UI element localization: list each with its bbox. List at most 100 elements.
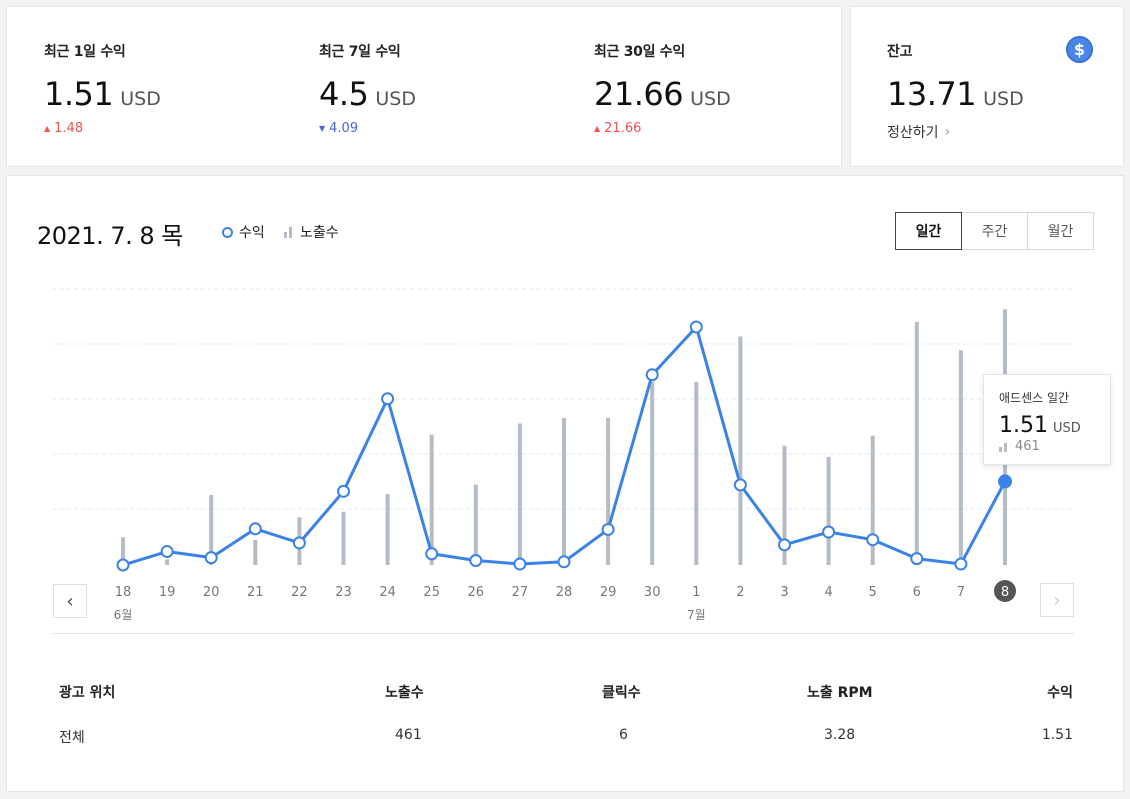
stat-change-value: 21.66	[604, 121, 642, 136]
x-tick-label: 2	[736, 585, 744, 600]
table-header-placement: 광고 위치	[59, 685, 116, 701]
chevron-right-icon: ›	[944, 124, 951, 140]
dollar-icon[interactable]: $	[1066, 36, 1093, 63]
impression-bar	[209, 495, 214, 565]
impression-bar	[121, 537, 125, 565]
tooltip-unit: USD	[1052, 421, 1081, 436]
caret-up-icon: ▲	[594, 124, 601, 133]
revenue-point	[601, 522, 615, 536]
stat-label: 최근 7일 수익	[319, 44, 401, 60]
stat-change: ▼ 4.09	[319, 121, 416, 136]
stat-value: 21.66	[594, 75, 684, 113]
chart-tooltip: 애드센스 일간 1.51 USD 461	[983, 374, 1111, 465]
stat-unit: USD	[375, 88, 416, 110]
chevron-right-icon: ›	[1053, 589, 1061, 611]
bar-marker-icon	[999, 441, 1009, 452]
x-tick-label: 6	[913, 585, 921, 600]
tab-daily[interactable]: 일간	[895, 212, 962, 250]
impression-bar	[738, 336, 743, 565]
impression-bar	[650, 381, 655, 565]
chart-card: 2021. 7. 8 목 수익 노출수 일간 주간 월간 18 19 20 21 22 2…	[6, 175, 1124, 792]
x-tick-label: 29	[600, 585, 617, 600]
impression-bar	[429, 434, 434, 565]
x-tick-label: 21	[247, 585, 264, 600]
impression-bar	[958, 350, 963, 565]
circle-marker-icon	[222, 226, 233, 238]
table-cell-revenue: 1.51	[1041, 727, 1073, 743]
stat-label: 최근 1일 수익	[44, 44, 126, 60]
balance-value: 13.71	[887, 75, 977, 113]
stat-change: ▲ 21.66	[594, 121, 731, 136]
impression-bar	[782, 445, 787, 565]
revenue-point	[866, 533, 880, 547]
table-header-impressions: 노출수	[385, 685, 424, 701]
legend-impressions: 노출수	[284, 222, 339, 242]
x-tick-label: 5	[869, 585, 877, 600]
impression-bar	[694, 381, 699, 565]
x-tick-label: 30	[644, 585, 661, 600]
revenue-point	[248, 522, 262, 536]
x-tick-label: 27	[512, 585, 529, 600]
revenue-point	[689, 320, 703, 334]
table-cell-placement: 전체	[59, 730, 85, 746]
table-cell-impressions: 461	[395, 727, 422, 743]
revenue-point	[910, 552, 924, 566]
x-tick-label: 26	[468, 585, 485, 600]
x-tick-label: 24	[379, 585, 396, 600]
x-tick-label: 22	[291, 585, 308, 600]
impression-bar	[473, 484, 478, 565]
table-cell-rpm: 3.28	[824, 727, 856, 743]
stat-value: 1.51	[44, 75, 114, 113]
revenue-point	[116, 558, 130, 572]
impression-bar	[914, 322, 919, 565]
tooltip-impressions-value: 461	[1015, 439, 1040, 454]
impression-bar	[517, 423, 522, 565]
stat-change-value: 1.48	[54, 121, 84, 136]
x-tick-label: 23	[335, 585, 352, 600]
revenue-point	[645, 368, 659, 382]
stat-unit: USD	[120, 88, 161, 110]
month-label: 7월	[687, 608, 706, 622]
bar-marker-icon	[284, 226, 294, 238]
settle-label: 정산하기	[887, 125, 939, 141]
x-tick-label: 8	[1001, 585, 1009, 600]
table-cell-clicks: 6	[619, 727, 628, 743]
selected-date-marker	[994, 580, 1016, 602]
x-tick-label: 7	[957, 585, 965, 600]
revenue-point	[513, 557, 527, 571]
chart-date-title: 2021. 7. 8 목	[37, 222, 183, 250]
table-header-clicks: 클릭수	[602, 685, 641, 701]
stat-value: 4.5	[319, 75, 369, 113]
revenue-point	[425, 547, 439, 561]
revenue-point	[557, 555, 571, 569]
revenue-point	[337, 484, 350, 498]
revenue-point	[822, 525, 836, 539]
revenue-point	[778, 538, 791, 552]
x-tick-label: 28	[556, 585, 573, 600]
stat-30day: 최근 30일 수익 21.66 USD ▲ 21.66	[594, 41, 731, 136]
table-header-revenue: 수익	[1047, 685, 1073, 701]
x-tick-label: 18	[115, 585, 132, 600]
impression-bar	[562, 417, 566, 565]
impression-bar	[253, 540, 258, 565]
stat-1day: 최근 1일 수익 1.51 USD ▲ 1.48	[44, 41, 161, 136]
stat-change: ▲ 1.48	[44, 121, 161, 136]
tab-monthly[interactable]: 월간	[1027, 212, 1094, 250]
stat-change-value: 4.09	[329, 121, 359, 136]
tab-weekly[interactable]: 주간	[961, 212, 1028, 250]
stat-7day: 최근 7일 수익 4.5 USD ▼ 4.09	[319, 41, 416, 136]
prev-button[interactable]: ‹	[53, 584, 87, 618]
next-button[interactable]: ›	[1040, 583, 1074, 617]
tooltip-impressions: 461	[999, 439, 1110, 454]
x-tick-label: 1	[692, 585, 700, 600]
balance-label: 잔고	[887, 44, 913, 60]
stat-unit: USD	[690, 88, 731, 110]
impression-bar	[870, 435, 875, 565]
settle-link[interactable]: 정산하기 ›	[887, 122, 950, 142]
tooltip-title: 애드센스 일간	[999, 391, 1070, 405]
impression-bar	[165, 559, 170, 565]
table-header-rpm: 노출 RPM	[807, 685, 873, 701]
revenue-point	[381, 392, 395, 406]
stat-balance: 잔고 13.71 USD 정산하기 ›	[887, 41, 1024, 142]
x-tick-label: 4	[824, 585, 832, 600]
